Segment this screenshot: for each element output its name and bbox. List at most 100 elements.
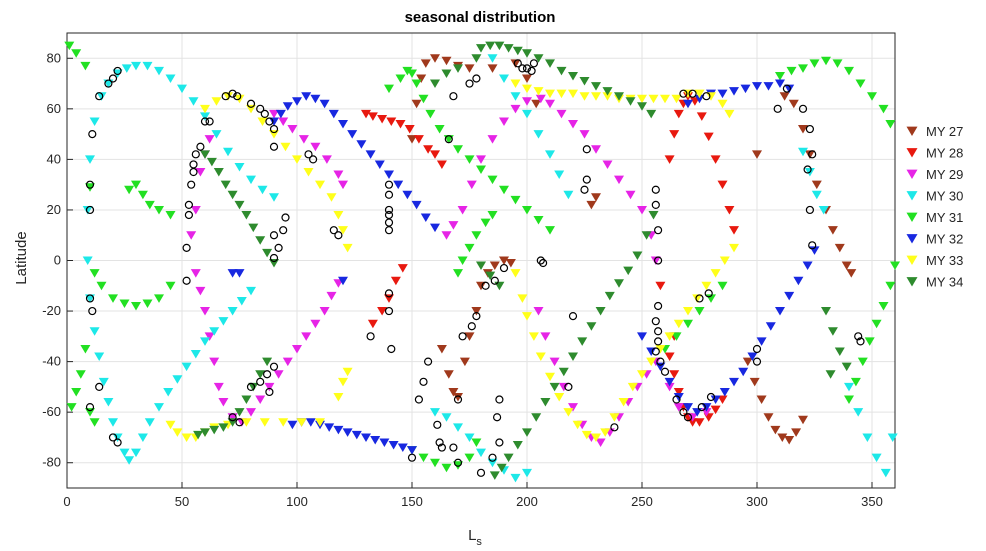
circle-marker xyxy=(407,453,417,462)
data-point xyxy=(522,312,532,321)
data-point xyxy=(195,286,206,296)
data-point xyxy=(487,54,498,63)
data-point xyxy=(411,79,422,89)
data-point xyxy=(729,243,739,253)
data-point xyxy=(687,413,698,422)
data-point xyxy=(236,296,247,306)
data-point xyxy=(683,319,693,329)
data-point xyxy=(740,84,751,94)
data-point xyxy=(784,84,795,94)
data-point xyxy=(655,344,666,354)
data-point xyxy=(453,145,463,154)
data-point xyxy=(453,461,463,470)
data-point xyxy=(802,261,813,271)
data-point xyxy=(825,370,836,379)
data-point xyxy=(188,97,199,106)
data-point xyxy=(784,435,795,445)
circle-marker xyxy=(467,322,476,331)
data-point xyxy=(499,74,509,83)
data-point xyxy=(558,382,569,392)
data-point xyxy=(108,418,118,427)
data-point xyxy=(411,99,422,109)
data-point xyxy=(338,377,348,387)
circle-marker xyxy=(108,74,118,83)
data-point xyxy=(618,398,629,407)
data-point xyxy=(804,150,815,159)
data-point xyxy=(287,125,298,134)
data-point xyxy=(218,398,229,407)
data-point xyxy=(533,87,544,96)
circle-marker xyxy=(246,382,256,391)
x-axis-label-subscript: s xyxy=(476,536,482,548)
data-point xyxy=(124,185,135,195)
data-point xyxy=(211,97,222,106)
data-point xyxy=(788,99,799,109)
data-point xyxy=(370,435,381,445)
data-point xyxy=(356,140,367,149)
data-point xyxy=(522,109,532,119)
data-point xyxy=(554,393,565,402)
data-point xyxy=(441,463,452,473)
data-point xyxy=(683,89,693,99)
circle-marker xyxy=(205,117,214,126)
data-point xyxy=(591,433,601,442)
data-point xyxy=(811,180,822,190)
data-point xyxy=(172,375,183,384)
data-point xyxy=(853,408,864,417)
data-point xyxy=(489,471,500,480)
data-point xyxy=(637,102,647,111)
circle-marker xyxy=(182,243,191,252)
x-axis-ticks: 0 50 100 150 200 250 300 350 xyxy=(63,482,883,509)
circle-marker xyxy=(384,289,394,298)
data-point xyxy=(315,418,325,427)
y-axis-ticks: -80 -60 -40 -20 0 20 40 60 80 xyxy=(42,50,73,470)
data-point xyxy=(784,291,795,301)
data-point xyxy=(441,69,452,78)
data-point xyxy=(844,382,854,392)
data-point xyxy=(841,261,852,271)
circle-marker xyxy=(490,276,499,285)
data-point xyxy=(248,382,259,392)
data-point xyxy=(388,441,399,450)
data-point xyxy=(218,317,229,326)
data-point xyxy=(234,269,245,278)
data-point xyxy=(775,71,785,81)
data-point xyxy=(259,418,270,427)
data-point xyxy=(832,59,843,68)
legend-marker xyxy=(906,148,918,158)
data-point xyxy=(535,352,546,362)
data-point xyxy=(64,41,75,51)
data-point xyxy=(572,420,583,430)
data-point xyxy=(885,281,896,291)
data-point xyxy=(177,84,187,94)
data-point xyxy=(503,44,514,53)
circle-marker xyxy=(651,317,660,326)
data-point xyxy=(522,97,532,106)
data-point xyxy=(257,185,268,195)
data-point xyxy=(777,433,788,442)
circle-marker xyxy=(95,92,104,101)
data-point xyxy=(556,66,567,76)
circle-marker xyxy=(228,89,237,98)
legend-label: MY 27 xyxy=(926,124,963,139)
data-point xyxy=(671,332,682,341)
data-point xyxy=(579,92,590,101)
data-point xyxy=(333,425,344,435)
data-point xyxy=(448,387,459,397)
data-point xyxy=(204,332,215,341)
data-point xyxy=(425,109,436,119)
data-point xyxy=(234,200,245,210)
legend-label: MY 30 xyxy=(926,189,963,204)
data-point xyxy=(499,256,509,265)
data-point xyxy=(255,395,266,405)
data-point xyxy=(664,382,675,392)
x-tick-label: 50 xyxy=(175,494,189,509)
legend-marker xyxy=(906,277,918,287)
data-point xyxy=(581,430,592,440)
data-point xyxy=(855,79,866,89)
data-point xyxy=(480,218,491,228)
circle-marker xyxy=(513,59,522,68)
circle-marker xyxy=(85,403,95,412)
data-point xyxy=(522,74,532,83)
data-point xyxy=(887,433,898,442)
